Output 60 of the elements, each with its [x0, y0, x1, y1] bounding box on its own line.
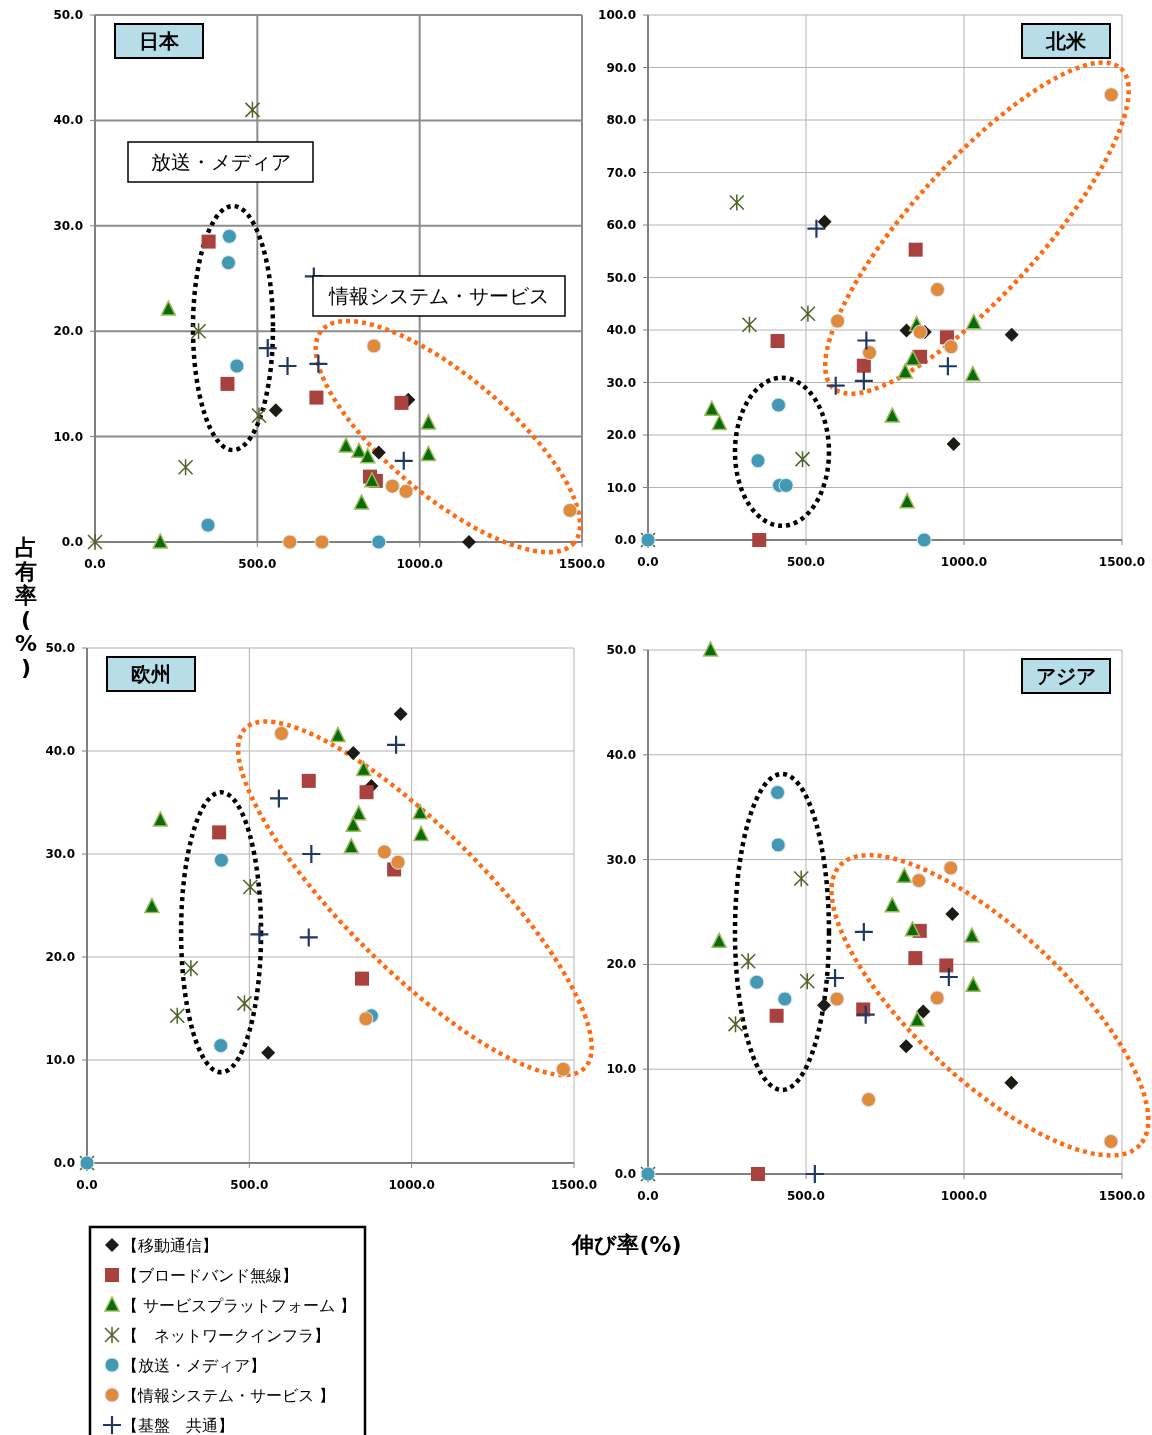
y-tick-label: 10.0 [606, 480, 636, 495]
y-tick-label: 30.0 [53, 218, 83, 233]
y-tick-label: 10.0 [53, 429, 83, 444]
text: アジア [1036, 664, 1096, 688]
y-tick-label: 20.0 [53, 324, 83, 339]
x-tick-label: 0.0 [76, 1178, 98, 1192]
x-tick-label: 1500.0 [1098, 555, 1146, 569]
y-tick-label: 30.0 [606, 852, 636, 867]
x-tick-label: 1500.0 [1098, 1189, 1146, 1203]
x-tick-label: 0.0 [637, 1189, 659, 1203]
x-tick-label: 1500.0 [558, 557, 606, 571]
y-tick-label: 80.0 [606, 113, 636, 127]
y-tick-label: 50.0 [53, 8, 83, 22]
y-tick-label: 40.0 [45, 744, 75, 758]
x-tick-label: 0.0 [637, 555, 659, 569]
x-tick-label: 1500.0 [550, 1178, 598, 1192]
y-tick-label: 0.0 [614, 1167, 636, 1181]
x-tick-label: 1000.0 [940, 555, 988, 569]
x-tick-label: 500.0 [787, 1189, 825, 1203]
y-tick-label: 50.0 [606, 643, 636, 657]
legend-label: 【 ネットワークインフラ】 [122, 1326, 330, 1345]
y-tick-label: 50.0 [606, 270, 636, 285]
legend-label: 【移動通信】 [122, 1236, 218, 1255]
y-tick-label: 50.0 [45, 641, 75, 655]
y-tick-label: 0.0 [614, 533, 636, 547]
y-tick-label: 0.0 [61, 535, 83, 549]
y-tick-label: 0.0 [53, 1156, 75, 1170]
x-axis-title: 伸び率(%) [571, 1232, 682, 1257]
y-axis-title: 占有率(%) [14, 535, 38, 680]
y-tick-label: 20.0 [606, 957, 636, 972]
y-tick-label: 90.0 [606, 60, 636, 75]
y-tick-label: 30.0 [606, 375, 636, 390]
text: 日本 [139, 29, 180, 53]
y-tick-label: 40.0 [606, 323, 636, 337]
annotation: 放送・メディア [150, 150, 291, 174]
x-tick-label: 500.0 [230, 1178, 269, 1192]
y-tick-label: 10.0 [606, 1062, 636, 1077]
y-tick-label: 100.0 [598, 8, 636, 22]
annotation: 情報システム・サービス [328, 284, 549, 308]
legend-label: 【 サービスプラットフォーム 】 [122, 1296, 357, 1315]
x-tick-label: 500.0 [238, 557, 277, 571]
y-tick-label: 30.0 [45, 847, 75, 861]
x-tick-label: 0.0 [84, 557, 106, 571]
y-tick-label: 40.0 [606, 747, 636, 762]
legend-label: 【情報システム・サービス 】 [122, 1386, 336, 1405]
y-tick-label: 20.0 [45, 950, 75, 964]
x-tick-label: 1000.0 [388, 1178, 435, 1192]
x-tick-label: 500.0 [787, 555, 825, 569]
legend-label: 【放送・メディア】 [122, 1356, 266, 1375]
y-tick-label: 40.0 [53, 113, 83, 128]
legend-label: 【ブロードバンド無線】 [122, 1266, 298, 1285]
y-tick-label: 70.0 [606, 165, 636, 180]
y-tick-label: 10.0 [45, 1053, 75, 1067]
y-tick-label: 60.0 [606, 218, 636, 232]
text: 欧州 [131, 662, 171, 686]
x-tick-label: 1000.0 [396, 557, 443, 571]
text: 北米 [1045, 29, 1087, 53]
legend-label: 【基盤 共通】 [122, 1416, 234, 1435]
y-tick-label: 20.0 [606, 428, 636, 442]
x-tick-label: 1000.0 [940, 1189, 988, 1203]
